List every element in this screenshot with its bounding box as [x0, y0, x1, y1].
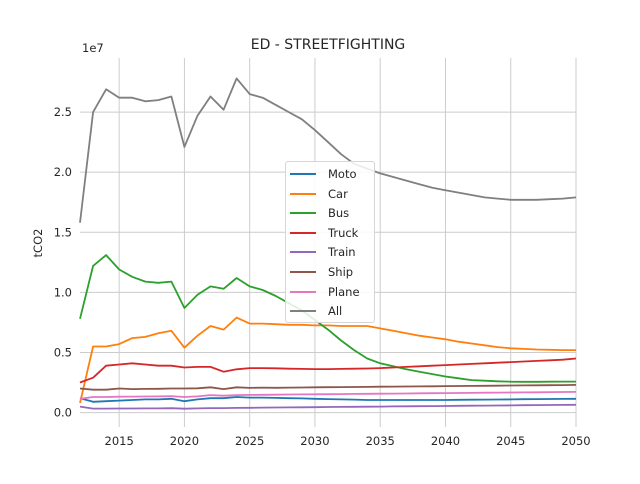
x-tick-label: 2015	[105, 434, 134, 448]
legend-swatch	[290, 310, 316, 313]
y-tick-label: 0.0	[54, 406, 72, 420]
legend-label: Moto	[328, 167, 357, 181]
legend-label: Train	[328, 245, 356, 260]
tick-labels: 2015 2020 2025 2030 2035 2040 2045 2050 0.0 0.5 1.…	[54, 105, 591, 448]
y-tick-label: 1.0	[54, 285, 72, 299]
y-tick-label: 0.5	[54, 345, 72, 359]
legend-swatch	[290, 173, 316, 175]
x-tick-label: 2040	[431, 434, 460, 448]
legend-item-moto: Moto	[290, 165, 357, 183]
series-line-ship	[79, 384, 577, 391]
series-line-moto	[79, 396, 577, 403]
legend-swatch	[290, 231, 316, 234]
legend-swatch	[290, 271, 316, 273]
x-tick-label: 2020	[170, 434, 199, 448]
legend: Moto Car Bus Truck Train Ship Plane All	[285, 161, 375, 323]
series-line-bus	[79, 254, 576, 383]
x-tick-label: 2035	[366, 434, 395, 448]
series-line-truck	[79, 357, 577, 384]
chart-title: ED - STREETFIGHTING	[251, 37, 406, 53]
series-line-train	[79, 403, 577, 410]
x-tick-label: 2045	[496, 434, 525, 448]
y-tick-label: 1.5	[54, 225, 72, 239]
legend-label: Car	[328, 186, 348, 201]
legend-swatch	[290, 251, 316, 254]
y-axis-label: tCO2	[31, 229, 45, 258]
legend-label: Truck	[328, 225, 359, 240]
legend-item-train: Train	[290, 243, 356, 261]
series-lines	[79, 77, 577, 410]
legend-item-truck: Truck	[290, 224, 358, 242]
legend-swatch	[290, 212, 316, 215]
legend-item-car: Car	[290, 185, 348, 203]
y-offset-label: 1e7	[82, 41, 104, 55]
x-tick-label: 2025	[235, 434, 264, 448]
y-tick-label: 2.0	[54, 165, 72, 179]
legend-label: Bus	[328, 206, 350, 221]
x-tick-label: 2050	[561, 434, 590, 448]
x-tick-label: 2030	[300, 434, 329, 448]
y-tick-label: 2.5	[54, 105, 72, 119]
legend-label: All	[328, 304, 343, 319]
legend-item-all: All	[290, 302, 342, 320]
legend-item-plane: Plane	[290, 283, 360, 301]
legend-item-ship: Ship	[290, 263, 353, 281]
legend-swatch	[290, 192, 316, 195]
legend-label: Plane	[328, 284, 360, 299]
legend-swatch	[290, 290, 316, 293]
series-line-plane	[79, 391, 577, 400]
legend-label: Ship	[328, 265, 354, 279]
series-line-all	[79, 77, 577, 223]
legend-item-bus: Bus	[290, 204, 349, 222]
series-line-car	[79, 316, 576, 404]
